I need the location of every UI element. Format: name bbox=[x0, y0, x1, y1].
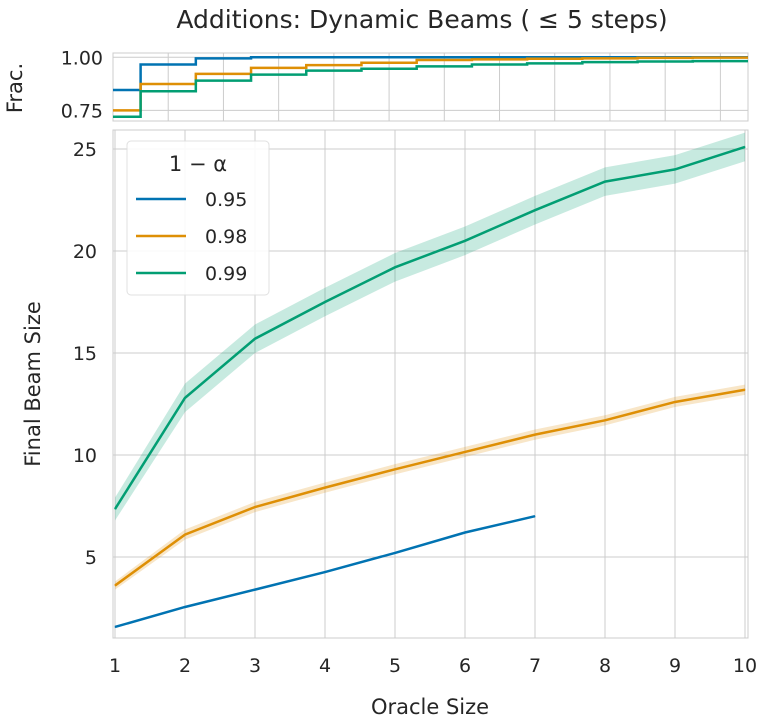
legend: 1 − α 0.95 0.98 0.99 bbox=[126, 140, 270, 296]
top-step-line-0.99 bbox=[113, 59, 748, 118]
x-tick-label: 1 bbox=[109, 655, 121, 677]
x-tick-label: 3 bbox=[249, 655, 261, 677]
data-point-0.99 bbox=[744, 146, 746, 148]
data-point-0.95 bbox=[464, 532, 466, 534]
data-point-0.98 bbox=[324, 487, 326, 489]
data-point-0.95 bbox=[114, 626, 116, 628]
data-point-0.98 bbox=[534, 434, 536, 436]
data-point-0.98 bbox=[184, 534, 186, 536]
x-tick-label: 8 bbox=[599, 655, 611, 677]
x-axis-label: Oracle Size bbox=[371, 695, 489, 719]
data-point-0.95 bbox=[184, 606, 186, 608]
data-point-0.95 bbox=[324, 571, 326, 573]
y-axis-label: Final Beam Size bbox=[21, 301, 45, 467]
series-line-0.98 bbox=[114, 388, 746, 587]
data-point-0.99 bbox=[604, 181, 606, 183]
data-point-0.98 bbox=[114, 585, 116, 587]
data-point-0.98 bbox=[254, 506, 256, 508]
legend-label: 0.98 bbox=[205, 226, 247, 248]
data-point-0.98 bbox=[604, 419, 606, 421]
x-tick-label: 6 bbox=[459, 655, 471, 677]
data-point-0.99 bbox=[254, 338, 256, 340]
top-y-axis-label: Frac. bbox=[3, 63, 27, 113]
data-point-0.98 bbox=[394, 468, 396, 470]
data-point-0.95 bbox=[254, 589, 256, 591]
x-tick-label: 2 bbox=[179, 655, 191, 677]
x-tick-label: 4 bbox=[319, 655, 331, 677]
y-tick-label: 10 bbox=[73, 445, 97, 467]
data-point-0.95 bbox=[394, 552, 396, 554]
data-point-0.98 bbox=[674, 401, 676, 403]
data-point-0.99 bbox=[534, 209, 536, 211]
legend-label: 0.99 bbox=[205, 263, 247, 285]
data-point-0.98 bbox=[464, 451, 466, 453]
y-tick-label: 5 bbox=[85, 547, 97, 569]
x-tick-label: 9 bbox=[669, 655, 681, 677]
chart-title: Additions: Dynamic Beams ( ≤ 5 steps) bbox=[176, 5, 667, 34]
confidence-band-0.99 bbox=[115, 132, 745, 521]
top-y-tick-label: 1.00 bbox=[61, 47, 103, 69]
data-point-0.99 bbox=[674, 168, 676, 170]
data-point-0.99 bbox=[324, 301, 326, 303]
legend-label: 0.95 bbox=[205, 189, 247, 211]
legend-box bbox=[126, 140, 270, 296]
data-point-0.99 bbox=[184, 397, 186, 399]
confidence-band-0.98 bbox=[115, 384, 745, 590]
series-line-0.99 bbox=[113, 145, 746, 510]
legend-title: 1 − α bbox=[169, 152, 227, 176]
x-tick-label: 5 bbox=[389, 655, 401, 677]
top-step-line-0.98 bbox=[113, 56, 748, 112]
data-point-0.99 bbox=[394, 266, 396, 268]
data-point-0.99 bbox=[464, 240, 466, 242]
y-tick-label: 15 bbox=[73, 343, 97, 365]
data-point-0.95 bbox=[534, 515, 536, 517]
y-tick-label: 20 bbox=[73, 241, 97, 263]
top-y-tick-label: 0.75 bbox=[61, 100, 103, 122]
data-point-0.98 bbox=[744, 389, 746, 391]
y-tick-label: 25 bbox=[73, 139, 97, 161]
x-tick-label: 7 bbox=[529, 655, 541, 677]
x-tick-label: 10 bbox=[733, 655, 757, 677]
data-point-0.99 bbox=[114, 508, 116, 510]
top-plot-area bbox=[112, 52, 749, 122]
